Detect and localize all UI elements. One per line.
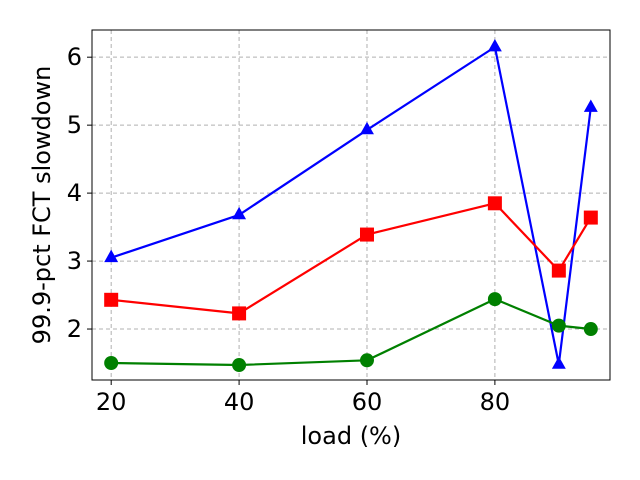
series-0 <box>104 38 598 369</box>
series-2 <box>104 292 598 373</box>
x-axis-title: load (%) <box>301 422 401 450</box>
series-line <box>111 202 592 315</box>
circle-marker <box>359 353 374 368</box>
y-tick-label: 4 <box>67 179 82 207</box>
square-marker <box>583 210 598 225</box>
square-marker <box>359 227 374 242</box>
circle-marker <box>487 292 502 307</box>
triangle-marker <box>583 99 598 112</box>
series-1 <box>104 196 598 321</box>
axis-ticks: 20 40 60 80 2 3 4 5 6 <box>67 43 510 416</box>
y-tick-label: 3 <box>67 247 82 275</box>
circle-marker <box>583 322 598 337</box>
square-marker <box>551 263 566 278</box>
x-tick-label: 20 <box>96 388 127 416</box>
triangle-marker <box>487 38 502 52</box>
triangle-marker <box>232 206 247 220</box>
square-marker <box>232 306 247 321</box>
triangle-marker <box>551 356 566 369</box>
series-layer <box>104 38 598 373</box>
circle-marker <box>232 358 247 373</box>
circle-marker <box>551 318 566 333</box>
triangle-marker <box>104 249 119 263</box>
series-line <box>110 45 592 366</box>
grid <box>92 30 610 380</box>
x-tick-label: 80 <box>480 388 511 416</box>
x-tick-label: 60 <box>352 388 383 416</box>
y-tick-label: 5 <box>67 111 82 139</box>
y-tick-label: 2 <box>67 315 82 343</box>
triangle-marker <box>360 121 374 135</box>
square-marker <box>487 196 502 211</box>
y-tick-label: 6 <box>67 43 82 71</box>
x-tick-label: 40 <box>224 388 255 416</box>
series-line <box>111 298 591 367</box>
square-marker <box>104 292 119 307</box>
plot-frame <box>91 29 611 381</box>
y-axis-title: 99.9-pct FCT slowdown <box>28 66 56 345</box>
circle-marker <box>104 356 119 371</box>
